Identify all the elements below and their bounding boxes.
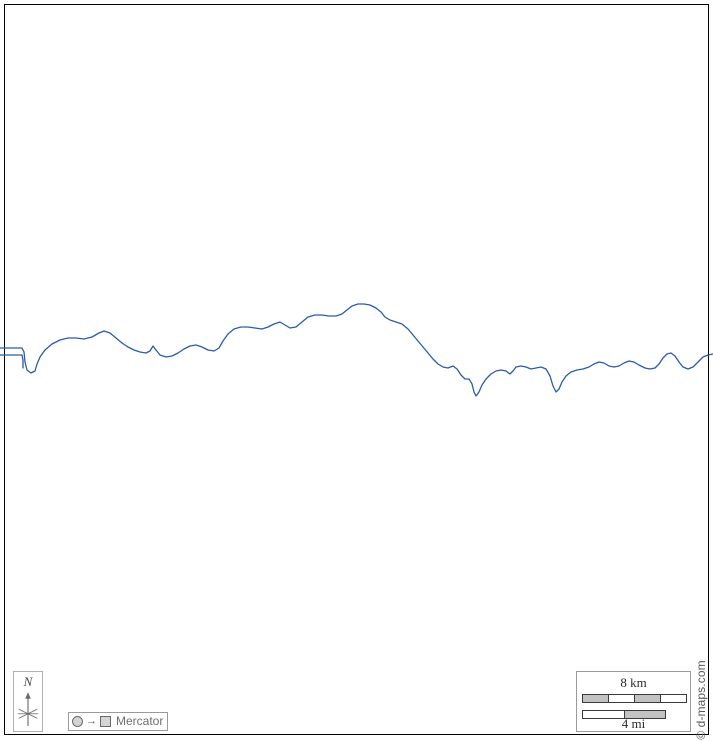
scale-bar-box: 8 km 4 mi <box>576 671 691 732</box>
scale-segment <box>583 711 625 718</box>
projection-label: Mercator <box>116 714 164 728</box>
arrow-right-icon: → <box>86 715 97 727</box>
north-arrow-icon <box>17 692 39 726</box>
flat-square-icon <box>100 716 111 727</box>
copyright-text: © d-maps.com <box>694 660 708 740</box>
copyright-watermark: © d-maps.com <box>693 660 709 740</box>
projection-badge[interactable]: → Mercator <box>68 712 169 731</box>
scale-mi-label: 4 mi <box>621 716 646 731</box>
scale-segment <box>609 695 635 702</box>
north-arrow-box: N <box>13 671 43 732</box>
scale-mi-bar <box>582 710 666 719</box>
scale-segment <box>624 711 665 718</box>
scale-segment <box>635 695 661 702</box>
scale-segment <box>583 695 609 702</box>
globe-circle-icon <box>72 716 83 727</box>
scale-mi-bar-wrap <box>577 706 690 719</box>
map-border-frame <box>4 4 709 735</box>
scale-segment <box>661 695 686 702</box>
scale-km-label: 8 km <box>620 675 647 690</box>
scale-km-bar-wrap <box>577 694 690 703</box>
scale-km-bar <box>582 694 687 703</box>
north-label: N <box>23 674 33 689</box>
